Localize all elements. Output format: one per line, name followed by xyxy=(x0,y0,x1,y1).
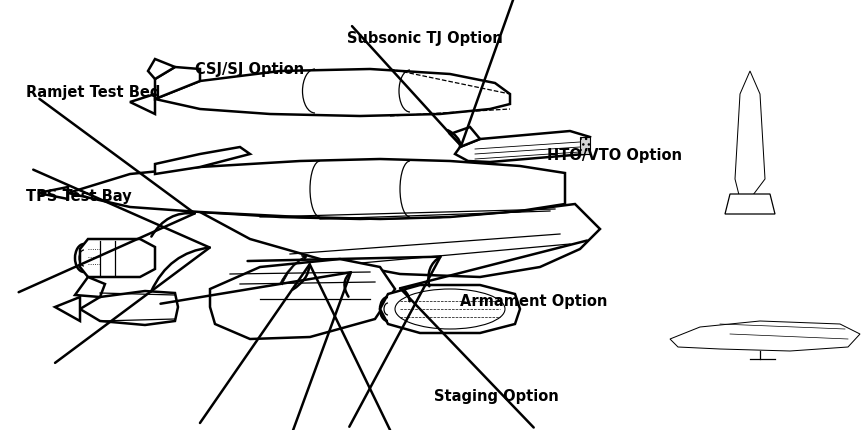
Text: Subsonic TJ Option: Subsonic TJ Option xyxy=(347,31,503,46)
Text: TPS Test Bay: TPS Test Bay xyxy=(26,188,132,203)
Polygon shape xyxy=(75,277,105,297)
Polygon shape xyxy=(670,321,860,351)
Polygon shape xyxy=(68,160,565,219)
Polygon shape xyxy=(450,128,480,147)
Polygon shape xyxy=(580,138,590,155)
Polygon shape xyxy=(148,60,175,80)
Polygon shape xyxy=(80,240,155,277)
Text: Staging Option: Staging Option xyxy=(434,388,559,403)
Polygon shape xyxy=(455,132,590,163)
Polygon shape xyxy=(38,187,68,200)
Polygon shape xyxy=(80,291,178,325)
Polygon shape xyxy=(55,297,80,321)
Polygon shape xyxy=(200,205,600,277)
Polygon shape xyxy=(155,70,510,117)
Polygon shape xyxy=(725,194,775,215)
Polygon shape xyxy=(380,286,520,333)
Text: HTO/VTO Option: HTO/VTO Option xyxy=(547,147,682,162)
Polygon shape xyxy=(155,147,250,175)
Polygon shape xyxy=(155,68,200,100)
Text: Ramjet Test Bed: Ramjet Test Bed xyxy=(26,85,161,100)
Text: CSJ/SJ Option: CSJ/SJ Option xyxy=(195,62,305,77)
Polygon shape xyxy=(210,259,395,339)
Polygon shape xyxy=(130,95,155,115)
Polygon shape xyxy=(735,72,765,200)
Text: Armament Option: Armament Option xyxy=(460,294,608,308)
